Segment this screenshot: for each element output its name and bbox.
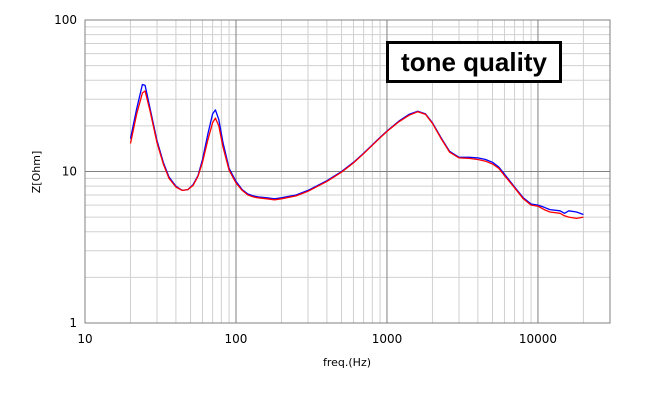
y-tick-labels: 1 10 100 xyxy=(54,13,77,330)
x-tick-label: 1000 xyxy=(372,332,403,346)
x-tick-label: 10000 xyxy=(519,332,557,346)
annotation-box: tone quality xyxy=(386,41,562,83)
series-line-2 xyxy=(129,90,584,220)
y-tick-label: 1 xyxy=(69,316,77,330)
x-axis-label: freq.(Hz) xyxy=(323,356,371,369)
y-tick-label: 100 xyxy=(54,13,77,27)
annotation-text: tone quality xyxy=(401,46,547,77)
y-tick-label: 10 xyxy=(62,165,77,179)
plot-frame xyxy=(84,19,611,324)
x-tick-label: 10 xyxy=(77,332,92,346)
series-layer xyxy=(129,83,584,220)
y-axis-label: Z[Ohm] xyxy=(30,151,43,193)
x-tick-label: 100 xyxy=(225,332,248,346)
x-tick-labels: 10 100 1000 10000 xyxy=(77,332,557,346)
